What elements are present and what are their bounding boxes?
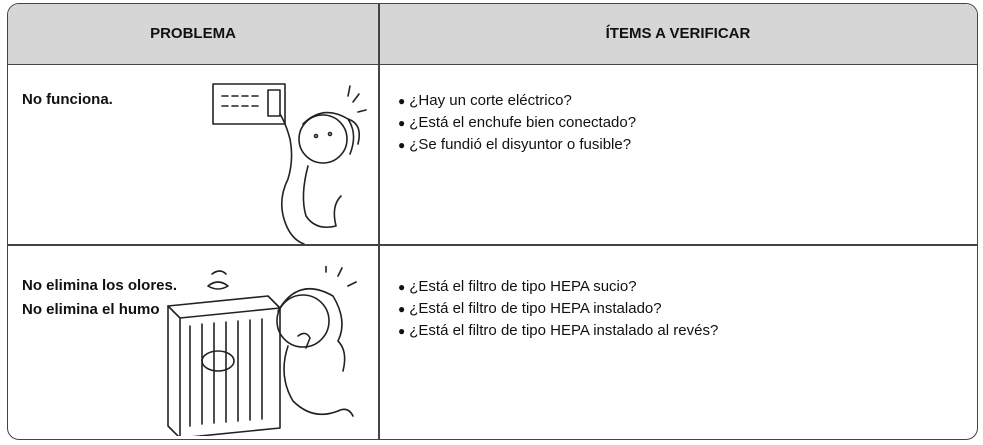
row-divider <box>8 244 977 246</box>
problem: No elimina los olores. No elimina el hum… <box>22 274 177 322</box>
column-divider <box>378 4 380 439</box>
header-cell: PROBLEMA <box>150 25 236 42</box>
check-item: ¿Está el filtro de tipo HEPA instalado a… <box>398 320 718 342</box>
problem-line: No elimina los olores. <box>22 277 178 294</box>
check-list: ¿Está el filtro de tipo HEPA sucio? ¿Est… <box>398 276 718 342</box>
check-item: ¿Está el filtro de tipo HEPA sucio? <box>398 276 718 298</box>
check-item: ¿Hay un corte eléctrico? <box>398 90 636 112</box>
check-list: ¿Hay un corte eléctrico? ¿Está el enchuf… <box>398 90 636 156</box>
problem-line: No funciona. <box>22 91 113 108</box>
problem-line: No elimina el humo <box>22 301 160 318</box>
problem: No funciona. <box>22 88 113 112</box>
check-item: ¿Está el filtro de tipo HEPA instalado? <box>398 298 718 320</box>
check-item: ¿Está el enchufe bien conectado? <box>398 112 636 134</box>
check-item: ¿Se fundió el disyuntor o fusible? <box>398 134 636 156</box>
table-header: PROBLEMA ÍTEMS A VERIFICAR <box>8 4 977 65</box>
illustration-purifier <box>167 266 357 436</box>
illustration-breaker <box>212 83 367 244</box>
header-cell: ÍTEMS A VERIFICAR <box>605 25 751 42</box>
table: PROBLEMA ÍTEMS A VERIFICAR No funciona. … <box>7 3 978 440</box>
